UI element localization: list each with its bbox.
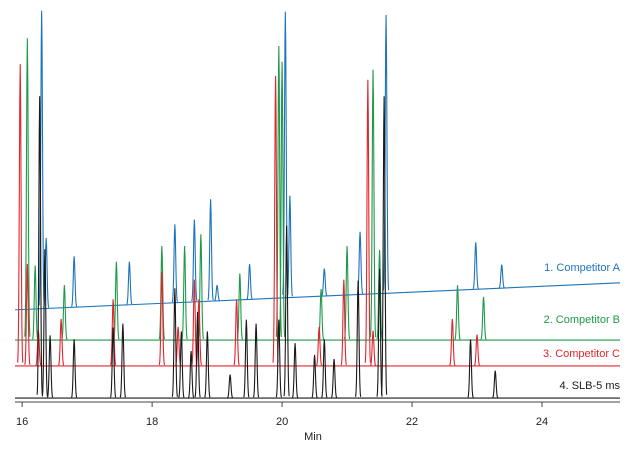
peak <box>171 224 178 303</box>
peak <box>181 245 188 340</box>
peak <box>195 299 202 366</box>
peak <box>492 370 499 399</box>
peak <box>364 79 371 363</box>
peak <box>204 331 211 398</box>
peak <box>331 358 338 398</box>
peak <box>275 319 282 398</box>
trace-baseline <box>15 282 621 311</box>
peak <box>171 288 178 397</box>
legend-label: 4. SLB-5 ms <box>559 380 620 392</box>
x-tick-label: 20 <box>276 416 288 428</box>
legend-label: 2. Competitor B <box>544 314 620 326</box>
peak <box>158 245 165 340</box>
legend-label: 1. Competitor A <box>544 262 620 274</box>
peak <box>32 265 39 340</box>
x-tick-label: 16 <box>16 416 28 428</box>
peak <box>197 234 204 339</box>
peak <box>110 299 117 366</box>
peak <box>279 61 286 337</box>
peak <box>227 374 234 399</box>
peak <box>191 279 198 366</box>
peak <box>467 339 474 398</box>
peak <box>119 323 126 398</box>
peak <box>473 334 481 366</box>
peak <box>126 261 133 305</box>
peak <box>283 225 290 397</box>
legend-label: 3. Competitor C <box>543 348 620 360</box>
peak <box>321 339 328 398</box>
peak <box>340 279 347 366</box>
peak <box>382 14 390 291</box>
peak <box>370 330 377 366</box>
peak <box>316 326 323 366</box>
peak <box>286 195 293 297</box>
peak <box>188 350 195 398</box>
peak <box>381 96 388 395</box>
peak <box>272 75 279 363</box>
peak <box>207 199 214 301</box>
peak <box>376 249 383 340</box>
peak <box>369 69 377 338</box>
peak <box>355 280 362 397</box>
peak <box>110 327 117 398</box>
peak <box>449 318 456 366</box>
peak <box>71 256 78 307</box>
peak <box>214 285 221 302</box>
peak <box>194 311 201 398</box>
x-axis-label: Min <box>304 431 322 443</box>
peak <box>454 285 461 340</box>
peak <box>71 339 78 398</box>
peak <box>17 64 24 363</box>
peak <box>498 264 505 289</box>
peak <box>61 285 68 340</box>
peak <box>191 219 198 302</box>
peak <box>38 10 45 306</box>
peak <box>321 268 328 297</box>
peak <box>24 38 31 337</box>
peak <box>41 249 48 397</box>
peak <box>236 273 243 340</box>
traces <box>15 10 621 399</box>
peak <box>253 323 260 398</box>
peak <box>243 319 250 398</box>
peak <box>178 331 185 398</box>
peak <box>376 268 383 397</box>
peak <box>58 318 65 366</box>
peak <box>24 264 31 365</box>
x-tick-label: 18 <box>146 416 158 428</box>
peak <box>292 343 299 398</box>
peak <box>233 299 240 366</box>
peak <box>36 96 43 395</box>
peak <box>246 264 253 300</box>
peak <box>472 242 479 290</box>
peak <box>113 261 120 340</box>
peak <box>158 271 165 365</box>
peak <box>47 335 54 398</box>
peak <box>480 296 487 340</box>
x-tick-label: 24 <box>536 416 548 428</box>
peak <box>311 354 318 398</box>
x-tick-label: 22 <box>406 416 418 428</box>
